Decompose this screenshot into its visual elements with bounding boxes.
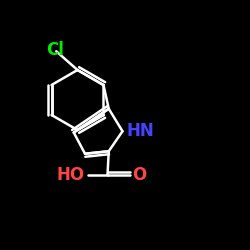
Text: HN: HN (127, 122, 155, 140)
Text: Cl: Cl (46, 41, 64, 59)
Text: HO: HO (57, 166, 85, 184)
Text: O: O (132, 166, 147, 184)
